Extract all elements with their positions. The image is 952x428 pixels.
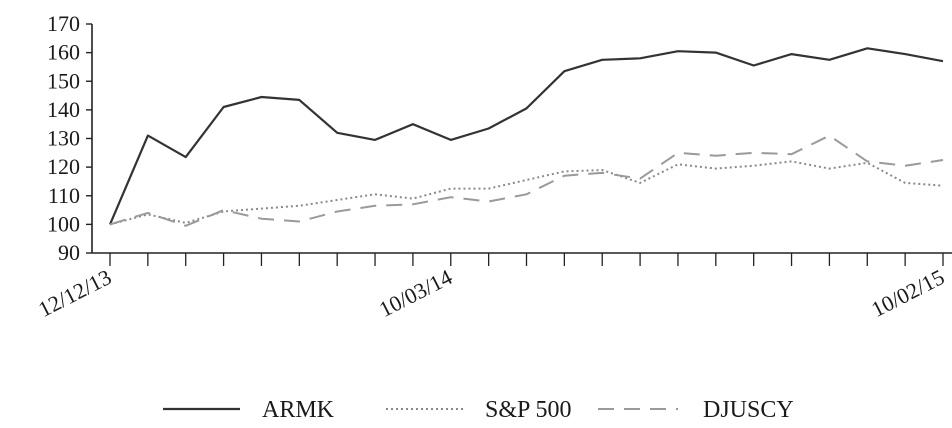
legend-label: ARMK xyxy=(262,397,335,423)
series-line-s-p-500 xyxy=(109,160,944,226)
legend-label: DJUSCY xyxy=(703,397,794,423)
x-axis-ticks xyxy=(109,253,944,266)
y-tick-label: 100 xyxy=(47,211,80,236)
y-tick-label: 140 xyxy=(47,97,80,122)
y-axis-ticks: 90 100 110 120 130 140 150 160 170 xyxy=(47,11,92,265)
chart-legend: ARMK S&P 500 DJUSCY xyxy=(163,397,794,423)
y-tick-label: 110 xyxy=(48,183,80,208)
x-tick-label: 10/03/14 xyxy=(375,264,456,322)
x-tick-label: 10/02/15 xyxy=(867,264,948,322)
y-tick-label: 120 xyxy=(47,154,80,179)
series-line-armk xyxy=(108,47,944,225)
y-tick-label: 170 xyxy=(47,11,80,36)
x-tick-label: 12/12/13 xyxy=(34,264,115,322)
y-tick-label: 130 xyxy=(47,126,80,151)
y-tick-label: 160 xyxy=(47,40,80,65)
chart-series xyxy=(108,47,944,227)
x-axis-tick-labels: 12/12/13 10/03/14 10/02/15 xyxy=(34,264,948,322)
y-tick-label: 90 xyxy=(58,240,80,265)
y-tick-label: 150 xyxy=(47,68,80,93)
legend-label: S&P 500 xyxy=(485,397,571,423)
series-line-djuscy xyxy=(109,134,944,227)
